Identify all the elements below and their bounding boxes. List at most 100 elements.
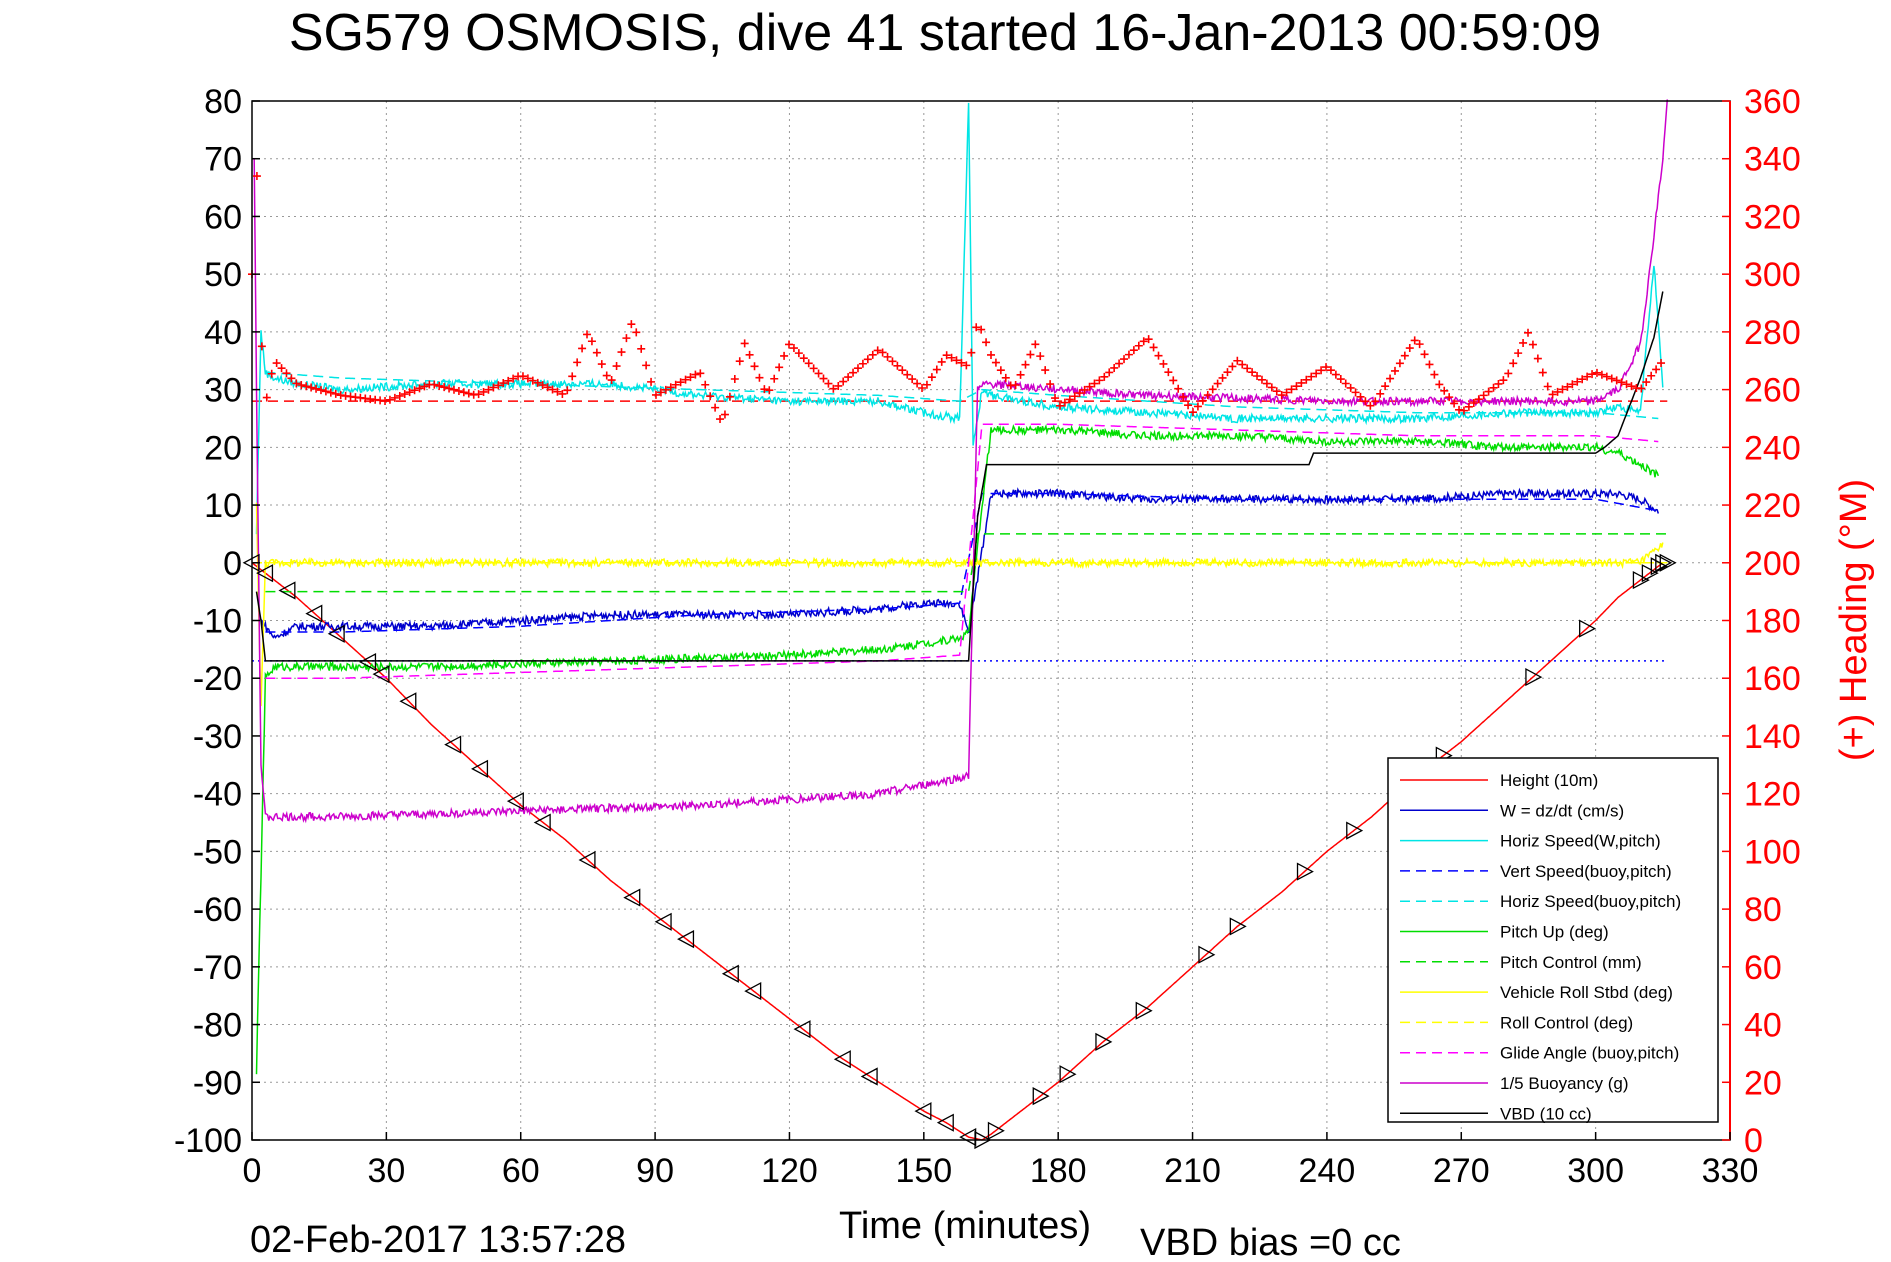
heading-marker xyxy=(1489,383,1498,392)
heading-marker xyxy=(977,325,986,334)
heading-marker xyxy=(381,396,390,405)
heading-marker xyxy=(1622,380,1631,389)
heading-marker xyxy=(1100,372,1109,381)
legend-entry-height-10m: Height (10m) xyxy=(1500,771,1598,790)
y-tick-label: -10 xyxy=(193,603,242,641)
heading-marker xyxy=(651,390,660,399)
y2-tick-label: 0 xyxy=(1744,1122,1763,1160)
heading-marker xyxy=(760,385,769,394)
heading-marker xyxy=(903,370,912,379)
y-tick-label: 80 xyxy=(204,83,242,121)
heading-marker xyxy=(1297,378,1306,387)
y-tick-label: -60 xyxy=(193,891,242,929)
series-line-horiz-speed-w-pitch xyxy=(255,102,1664,535)
heading-marker xyxy=(789,344,798,353)
legend-entry-horiz-speed-buoy-pitch: Horiz Speed(buoy,pitch) xyxy=(1500,892,1681,911)
heading-marker xyxy=(656,388,665,397)
heading-marker xyxy=(809,364,818,373)
heading-marker xyxy=(302,382,311,391)
heading-marker xyxy=(1612,376,1621,385)
heading-marker xyxy=(1607,374,1616,383)
heading-marker xyxy=(1277,391,1286,400)
heading-marker xyxy=(277,364,286,373)
heading-marker xyxy=(681,375,690,384)
heading-marker xyxy=(1016,370,1025,379)
heading-marker xyxy=(1637,384,1646,393)
heading-marker xyxy=(1528,340,1537,349)
legend-entry-vehicle-roll-stbd-deg: Vehicle Roll Stbd (deg) xyxy=(1500,983,1673,1002)
y-tick-label: 0 xyxy=(223,545,242,583)
heading-marker xyxy=(952,356,961,365)
legend-entry-pitch-control-mm: Pitch Control (mm) xyxy=(1500,953,1642,972)
heading-marker xyxy=(1070,392,1079,401)
y2-tick-label: 360 xyxy=(1744,83,1801,121)
heading-marker xyxy=(287,374,296,383)
x-tick-label: 90 xyxy=(636,1152,674,1190)
heading-marker xyxy=(1415,340,1424,349)
x-tick-label: 180 xyxy=(1030,1152,1087,1190)
heading-marker xyxy=(435,381,444,390)
heading-marker xyxy=(883,352,892,361)
heading-marker xyxy=(573,358,582,367)
heading-marker xyxy=(1657,359,1666,368)
heading-marker xyxy=(312,384,321,393)
heading-marker xyxy=(1499,376,1508,385)
heading-marker xyxy=(853,364,862,373)
heading-marker xyxy=(691,370,700,379)
series-line-glide-angle-buoy-pitch xyxy=(265,423,1659,679)
heading-marker xyxy=(1292,382,1301,391)
triangle-marker xyxy=(987,1121,1005,1140)
legend-entry-pitch-up-deg: Pitch Up (deg) xyxy=(1500,923,1609,942)
heading-marker xyxy=(1302,375,1311,384)
y-tick-label: 20 xyxy=(204,429,242,467)
y2-tick-label: 340 xyxy=(1744,141,1801,179)
heading-marker xyxy=(873,346,882,355)
heading-marker xyxy=(937,357,946,366)
heading-marker xyxy=(617,348,626,357)
heading-marker xyxy=(1174,384,1183,393)
heading-marker xyxy=(730,374,739,383)
heading-marker xyxy=(1573,377,1582,386)
x-tick-label: 270 xyxy=(1433,1152,1490,1190)
heading-marker xyxy=(445,384,454,393)
heading-marker xyxy=(1425,360,1434,369)
x-tick-label: 150 xyxy=(895,1152,952,1190)
heading-marker xyxy=(706,392,715,401)
series-line-pitch-up-deg xyxy=(255,424,1660,1075)
heading-marker xyxy=(622,334,631,343)
heading-marker xyxy=(1514,349,1523,358)
heading-marker xyxy=(1198,396,1207,405)
heading-marker xyxy=(834,381,843,390)
triangle-marker xyxy=(305,604,323,623)
heading-marker xyxy=(509,374,518,383)
heading-marker xyxy=(666,383,675,392)
triangle-marker xyxy=(1525,667,1543,687)
heading-marker xyxy=(1440,386,1449,395)
y2-tick-label: 200 xyxy=(1744,545,1801,583)
heading-marker xyxy=(1538,368,1547,377)
heading-marker xyxy=(1341,379,1350,388)
heading-marker xyxy=(1282,388,1291,397)
heading-marker xyxy=(518,372,527,381)
heading-marker xyxy=(1583,372,1592,381)
heading-marker xyxy=(661,385,670,394)
heading-marker xyxy=(1405,344,1414,353)
heading-marker xyxy=(292,379,301,388)
heading-marker xyxy=(1617,378,1626,387)
heading-marker xyxy=(858,359,867,368)
heading-marker xyxy=(1287,385,1296,394)
heading-marker xyxy=(1253,371,1262,380)
heading-marker xyxy=(1597,370,1606,379)
triangle-marker xyxy=(1095,1032,1113,1051)
heading-marker xyxy=(1164,368,1173,377)
heading-marker xyxy=(578,344,587,353)
heading-marker xyxy=(1110,363,1119,372)
heading-marker xyxy=(316,386,325,395)
heading-marker xyxy=(504,376,513,385)
heading-marker xyxy=(927,373,936,382)
triangle-marker xyxy=(278,581,296,600)
heading-marker xyxy=(1642,378,1651,387)
heading-marker xyxy=(1105,368,1114,377)
heading-marker xyxy=(1115,359,1124,368)
footer-vbd-bias: VBD bias =0 cc xyxy=(1140,1222,1401,1262)
